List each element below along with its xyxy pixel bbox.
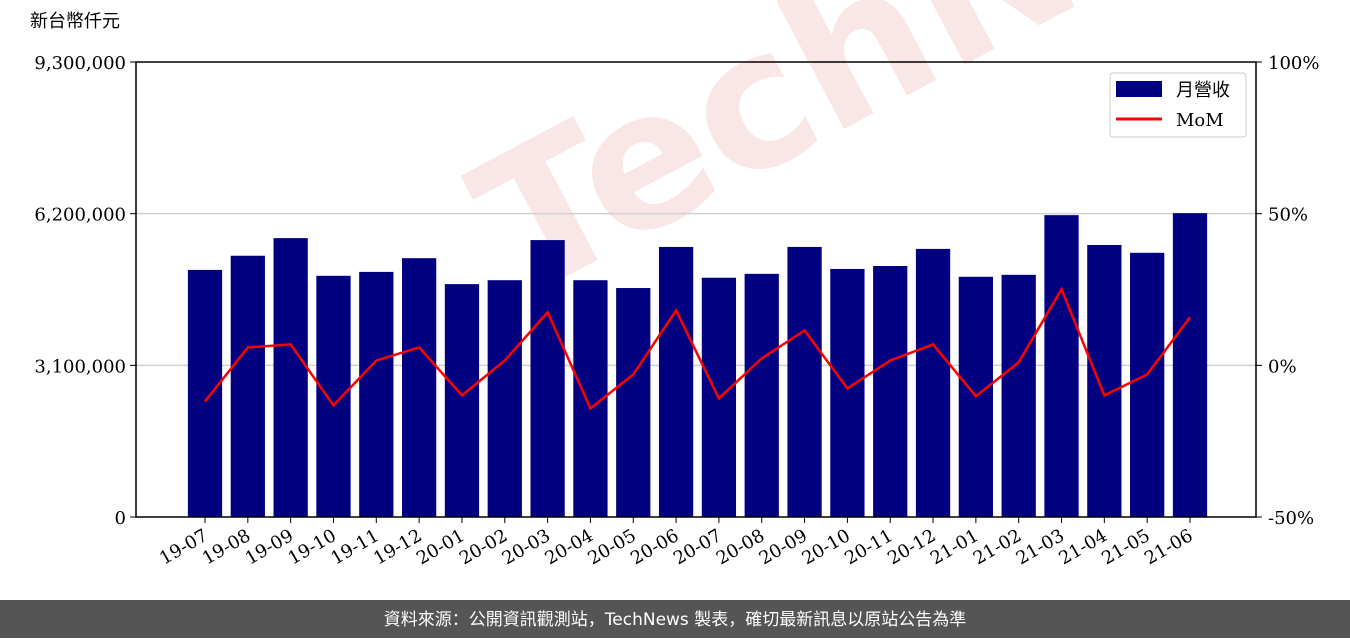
plot-frame <box>135 61 1257 518</box>
bar <box>187 269 223 517</box>
x-tick-label: 21-03 <box>1013 525 1068 569</box>
bar <box>915 248 951 518</box>
y2-tick-label: 0% <box>1268 356 1297 377</box>
mom-line <box>204 286 1191 411</box>
y-axis-label: 新台幣仟元 <box>30 11 120 32</box>
bar <box>530 240 565 517</box>
bar <box>402 258 437 517</box>
x-tick-label: 19-10 <box>285 525 340 569</box>
x-tick-label: 20-01 <box>413 525 468 569</box>
x-tick-label: 20-07 <box>670 525 725 569</box>
x-tick-label: 19-07 <box>156 525 211 569</box>
legend-label: MoM <box>1176 110 1224 131</box>
x-tick-label: 19-09 <box>242 525 297 569</box>
bar <box>1044 215 1079 518</box>
legend: 月營收 MoM <box>1109 72 1247 138</box>
x-tick-label: 21-01 <box>927 525 982 569</box>
bar <box>830 268 865 517</box>
x-tick-label: 19-12 <box>370 525 425 569</box>
x-tick-label: 21-05 <box>1098 525 1153 569</box>
x-tick-label: 20-04 <box>541 525 596 569</box>
bar <box>273 238 308 517</box>
bar <box>658 246 694 517</box>
y2-tick-label: 100% <box>1268 53 1319 74</box>
bar <box>359 271 394 517</box>
x-tick-label: 20-10 <box>798 525 853 569</box>
footer: 資料來源：公開資訊觀測站，TechNews 製表，確切最新訊息以原站公告為準 <box>384 610 966 630</box>
legend-label: 月營收 <box>1176 80 1230 101</box>
x-tick-label: 20-09 <box>756 525 811 569</box>
x-tick-label: 20-12 <box>884 525 939 569</box>
bar <box>1130 252 1165 517</box>
bar <box>444 284 480 517</box>
y-tick-label: 6,200,000 <box>34 205 126 226</box>
bar <box>1172 213 1208 517</box>
x-tick-label: 21-02 <box>970 525 1025 569</box>
y2-tick-label: -50% <box>1268 508 1314 529</box>
x-tick-label: 19-11 <box>327 525 382 569</box>
x-tick-label: 21-04 <box>1055 525 1110 569</box>
bar <box>230 255 265 517</box>
bar <box>616 288 651 517</box>
bar <box>1001 274 1036 517</box>
x-tick-label: 20-11 <box>841 525 896 569</box>
y-tick-label: 3,100,000 <box>34 356 126 377</box>
bar <box>487 280 522 517</box>
bar <box>316 275 351 517</box>
bar <box>1087 244 1122 517</box>
x-tick-label: 20-06 <box>627 525 682 569</box>
bar <box>744 273 779 517</box>
y2-tick-label: 50% <box>1268 205 1308 226</box>
x-tick-label: 21-06 <box>1141 525 1196 569</box>
y-tick-label: 0 <box>115 508 126 529</box>
footer-bar <box>0 600 1350 638</box>
y-tick-label: 9,300,000 <box>34 53 126 74</box>
x-tick-label: 19-08 <box>199 525 254 569</box>
x-tick-label: 20-02 <box>456 525 511 569</box>
bar <box>787 246 822 517</box>
x-tick-label: 20-03 <box>499 525 554 569</box>
legend-swatch <box>1116 81 1162 97</box>
x-tick-label: 20-05 <box>584 525 639 569</box>
x-tick-label: 20-08 <box>713 525 768 569</box>
bar <box>873 266 908 517</box>
